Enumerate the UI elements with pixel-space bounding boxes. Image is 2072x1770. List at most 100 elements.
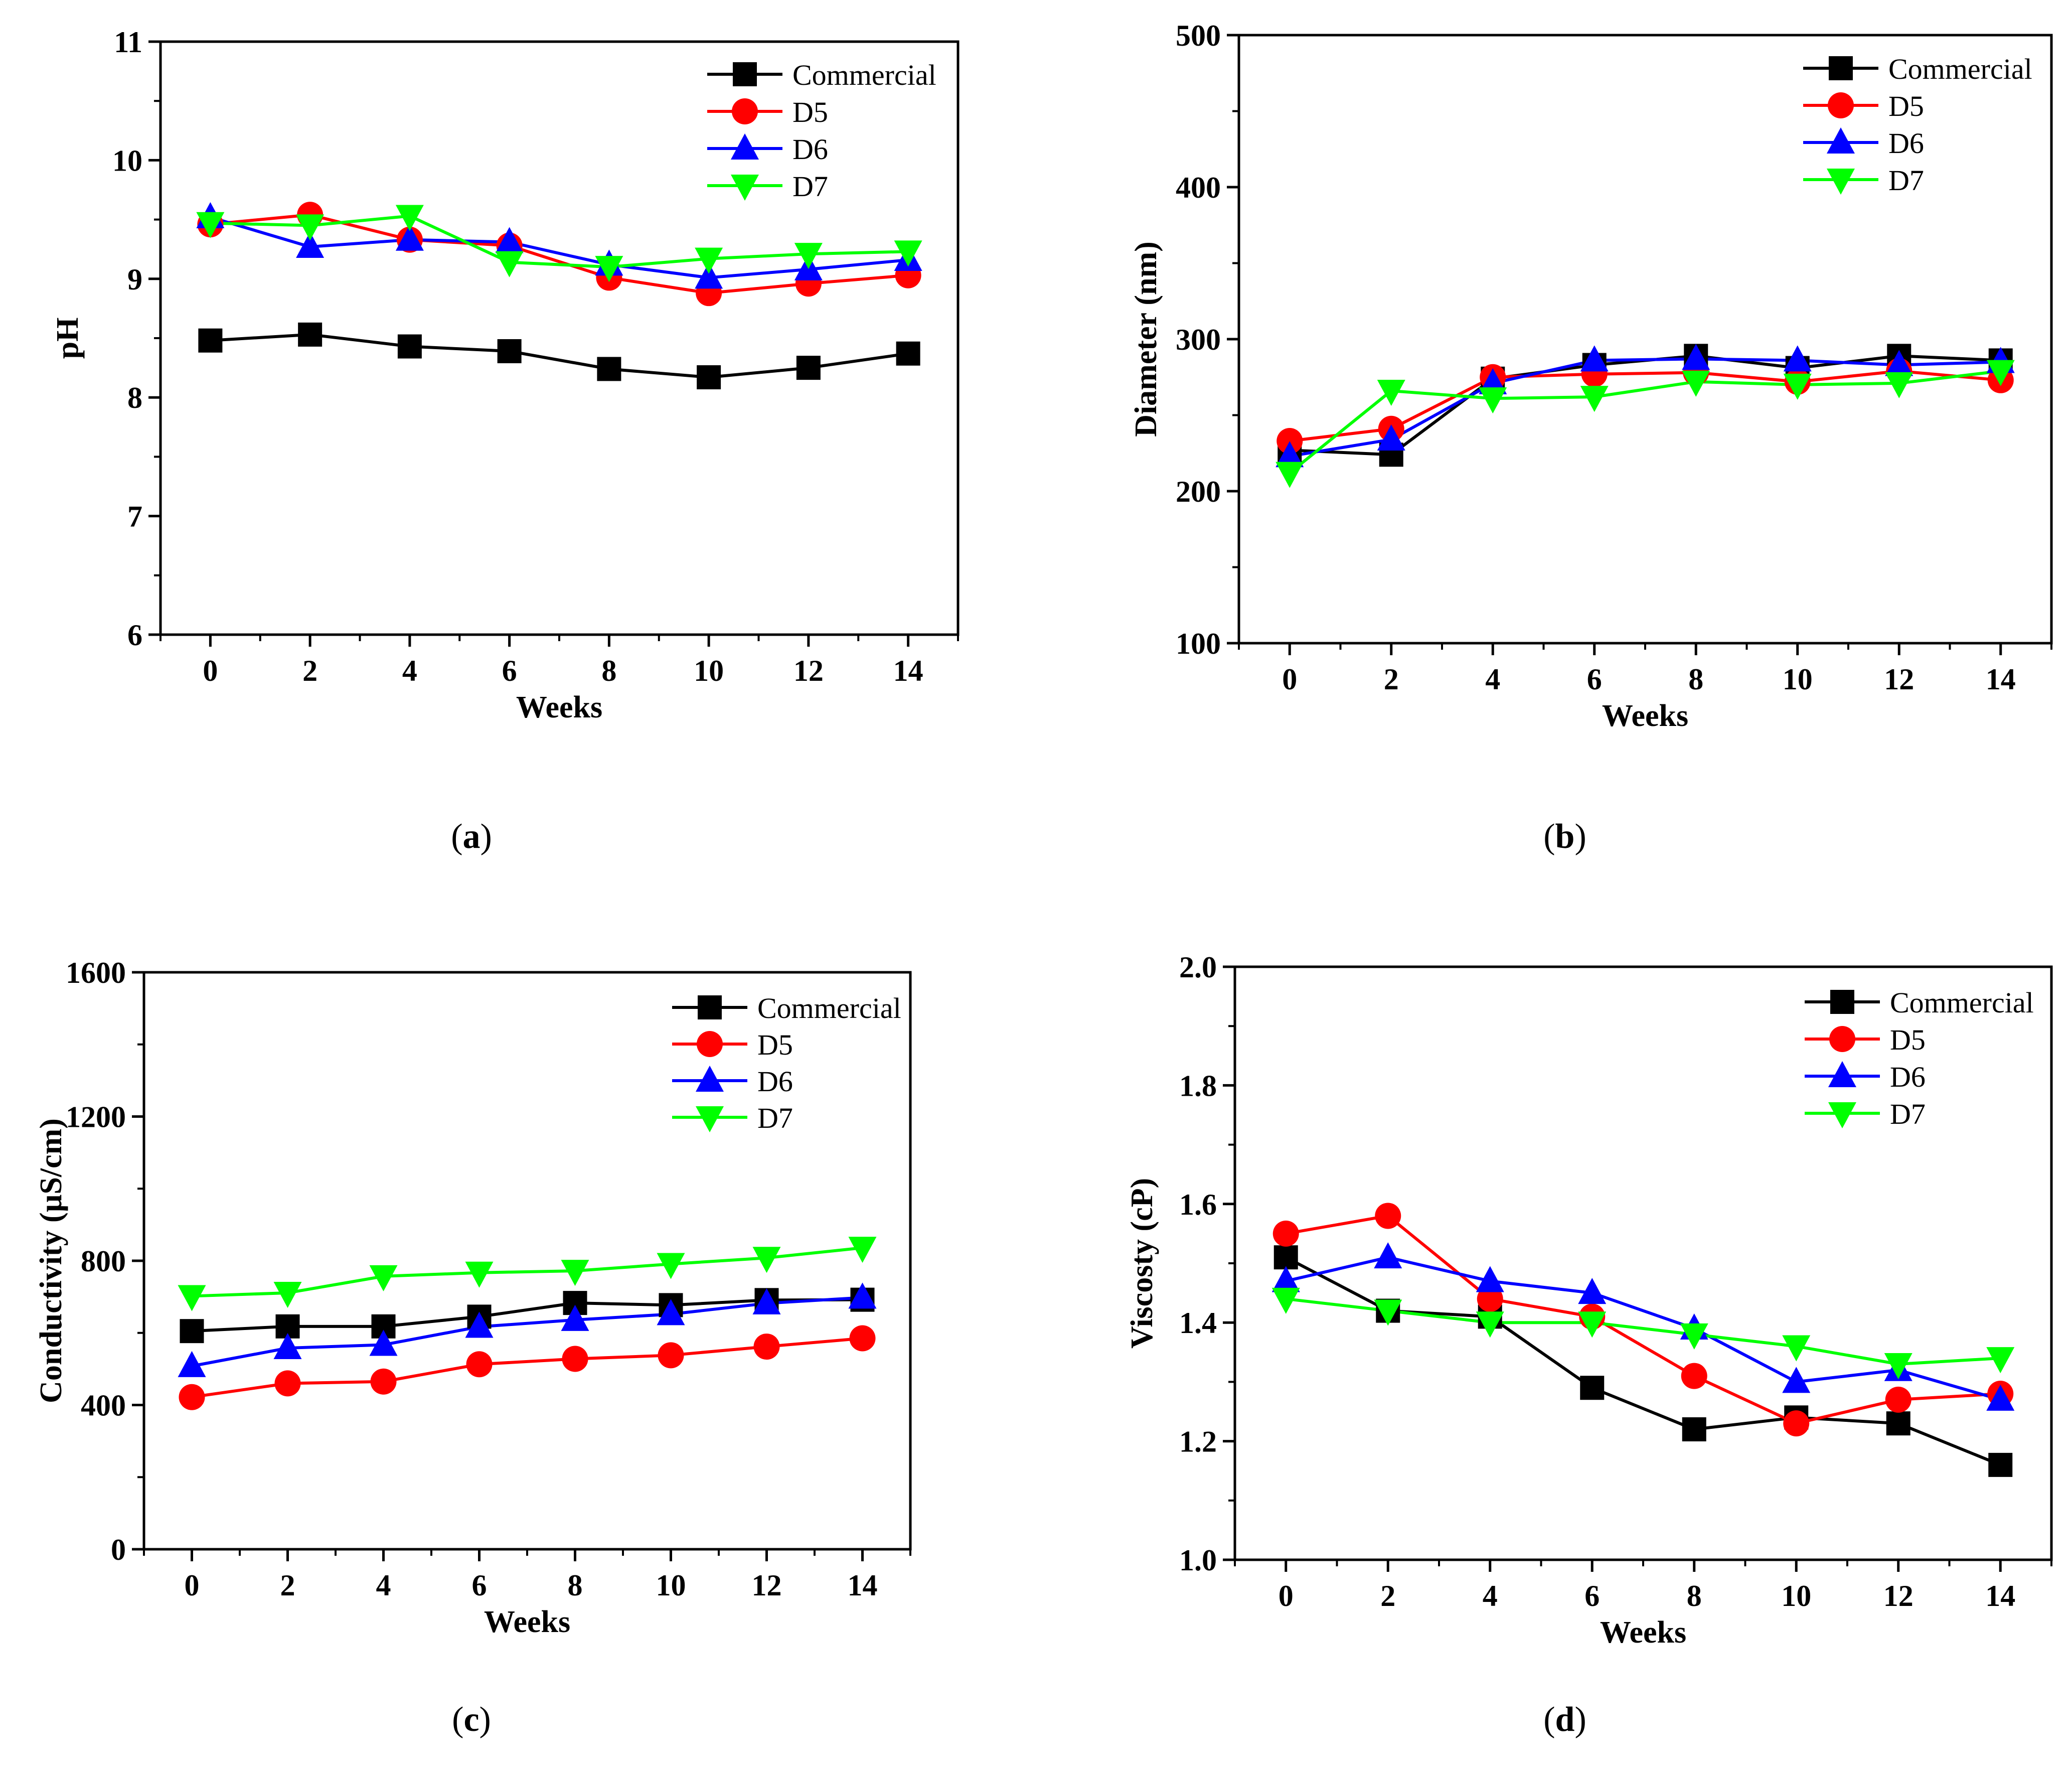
caption-paren-b: ( [1543, 817, 1555, 856]
data-point-D7-d [1374, 1299, 1402, 1326]
data-point-D6-c [561, 1304, 589, 1331]
data-point-Commercial-a [597, 357, 621, 381]
legend-marker-D5-b [1828, 92, 1854, 118]
data-point-D6-c [178, 1351, 206, 1377]
caption-paren-c: ( [452, 1700, 463, 1739]
x-tick-label-c: 12 [752, 1569, 782, 1602]
legend-label-D6-b: D6 [1888, 127, 1924, 160]
chart-panel-d: 0 2 4 6 8 10 12 14 1.0 1.2 1.4 1.6 1.8 2.0 Weeks Viscos… [1125, 951, 2053, 1739]
data-point-D6-b [1783, 345, 1812, 372]
data-point-D5-d [1885, 1386, 1911, 1413]
y-axis-title-a: pH [51, 318, 85, 359]
data-point-Commercial-a [397, 334, 422, 359]
legend-marker-D7-d [1828, 1102, 1856, 1128]
data-point-D7-a [495, 251, 524, 277]
plot-frame-b [1237, 34, 2053, 645]
series-line-D5-a [210, 213, 908, 295]
data-point-D6-b [1276, 441, 1304, 468]
x-tick-label-d: 6 [1584, 1579, 1600, 1612]
data-point-Commercial-a [896, 341, 920, 366]
y-tick-label-d: 2.0 [1179, 951, 1217, 984]
y-tick-label-d: 1.0 [1179, 1544, 1217, 1577]
data-point-D6-c [465, 1311, 494, 1338]
data-point-D6-c [369, 1330, 398, 1356]
x-tick-label-b: 0 [1282, 663, 1297, 696]
x-tick-label-c: 8 [568, 1569, 583, 1602]
x-axis-title-d: Weeks [1600, 1615, 1686, 1650]
x-tick-label-a: 0 [203, 654, 218, 687]
legend-marker-Commercial-c [698, 995, 722, 1019]
chart-panel-a: 0 2 4 6 8 10 12 14 6 7 8 9 10 11 Weeks pH Commercial D5 D6… [51, 26, 960, 856]
data-point-D7-a [794, 243, 823, 269]
data-point-D5-b [1277, 428, 1303, 455]
data-point-D5-d [1375, 1203, 1401, 1229]
data-point-D6-d [1578, 1278, 1607, 1304]
legend-marker-D6-d [1828, 1061, 1856, 1087]
data-point-D5-d [1272, 1220, 1299, 1247]
x-tick-label-b: 4 [1485, 663, 1500, 696]
y-tick-label-a: 7 [127, 500, 142, 533]
data-point-D7-a [296, 214, 325, 241]
caption-paren-d: ) [1574, 1700, 1586, 1739]
data-point-Commercial-a [497, 339, 522, 364]
data-point-D7-b [1276, 462, 1304, 488]
y-tick-label-c: 1200 [66, 1101, 126, 1134]
data-point-D6-d [1374, 1242, 1402, 1269]
x-tick-label-a: 6 [502, 654, 517, 687]
legend-label-D7-c: D7 [757, 1102, 793, 1134]
data-point-D5-c [370, 1368, 397, 1395]
x-axis-title-c: Weeks [484, 1605, 570, 1639]
x-tick-label-a: 12 [793, 654, 824, 687]
y-tick-label-b: 100 [1176, 627, 1221, 660]
data-point-D7-c [273, 1281, 302, 1308]
x-tick-label-a: 14 [893, 654, 923, 687]
data-point-D5-c [753, 1334, 780, 1360]
data-point-D5-c [849, 1325, 876, 1352]
legend-marker-D7-c [696, 1106, 724, 1132]
series-line-D7-b [1289, 369, 2001, 474]
x-tick-label-c: 6 [472, 1569, 487, 1602]
legend-label-D5-b: D5 [1888, 90, 1924, 122]
data-point-D5-c [658, 1342, 684, 1369]
data-point-D6-d [1782, 1367, 1811, 1393]
x-tick-label-d: 10 [1781, 1579, 1811, 1612]
data-point-D7-c [369, 1265, 398, 1291]
data-point-D6-b [1377, 424, 1405, 451]
series-line-Commercial-c [192, 1298, 863, 1333]
legend-label-Commercial-a: Commercial [792, 59, 936, 91]
data-point-D6-a [495, 227, 524, 253]
series-line-D5-d [1286, 1214, 2001, 1425]
x-tick-label-c: 0 [185, 1569, 200, 1602]
data-point-Commercial-d [1273, 1245, 1298, 1270]
data-point-D7-b [1783, 373, 1812, 400]
legend-marker-Commercial-b [1829, 56, 1853, 80]
y-tick-label-d: 1.8 [1179, 1069, 1217, 1102]
chart-panel-b: 0 2 4 6 8 10 12 14 100 200 300 400 500 Weeks Diameter … [1129, 19, 2053, 856]
y-tick-label-b: 400 [1176, 171, 1221, 204]
y-tick-label-c: 400 [81, 1389, 126, 1422]
y-tick-label-a: 8 [127, 381, 142, 414]
data-point-Commercial-c [180, 1319, 204, 1344]
data-point-D7-b [1885, 372, 1914, 398]
x-tick-label-c: 10 [656, 1569, 686, 1602]
x-tick-label-a: 8 [601, 654, 616, 687]
legend-marker-D6-a [731, 133, 759, 160]
data-point-D7-a [196, 212, 225, 238]
x-tick-label-b: 14 [1986, 663, 2016, 696]
data-point-D6-a [695, 262, 723, 289]
legend-label-D6-d: D6 [1890, 1061, 1926, 1093]
series-line-D6-d [1286, 1256, 2001, 1401]
data-point-D7-b [1986, 360, 2015, 386]
x-tick-label-a: 10 [694, 654, 724, 687]
y-tick-label-b: 300 [1176, 323, 1221, 356]
y-tick-label-c: 1600 [66, 956, 126, 989]
legend-label-Commercial-d: Commercial [1890, 986, 2034, 1019]
data-point-Commercial-a [796, 356, 821, 380]
caption-paren-b: ) [1574, 817, 1586, 856]
series-line-D6-a [210, 215, 908, 279]
caption-paren-c: ) [480, 1700, 491, 1739]
caption-letter-a: a [463, 817, 481, 856]
data-point-D7-d [1986, 1347, 2015, 1374]
legend-label-Commercial-c: Commercial [757, 992, 901, 1024]
data-point-D7-b [1377, 380, 1405, 406]
